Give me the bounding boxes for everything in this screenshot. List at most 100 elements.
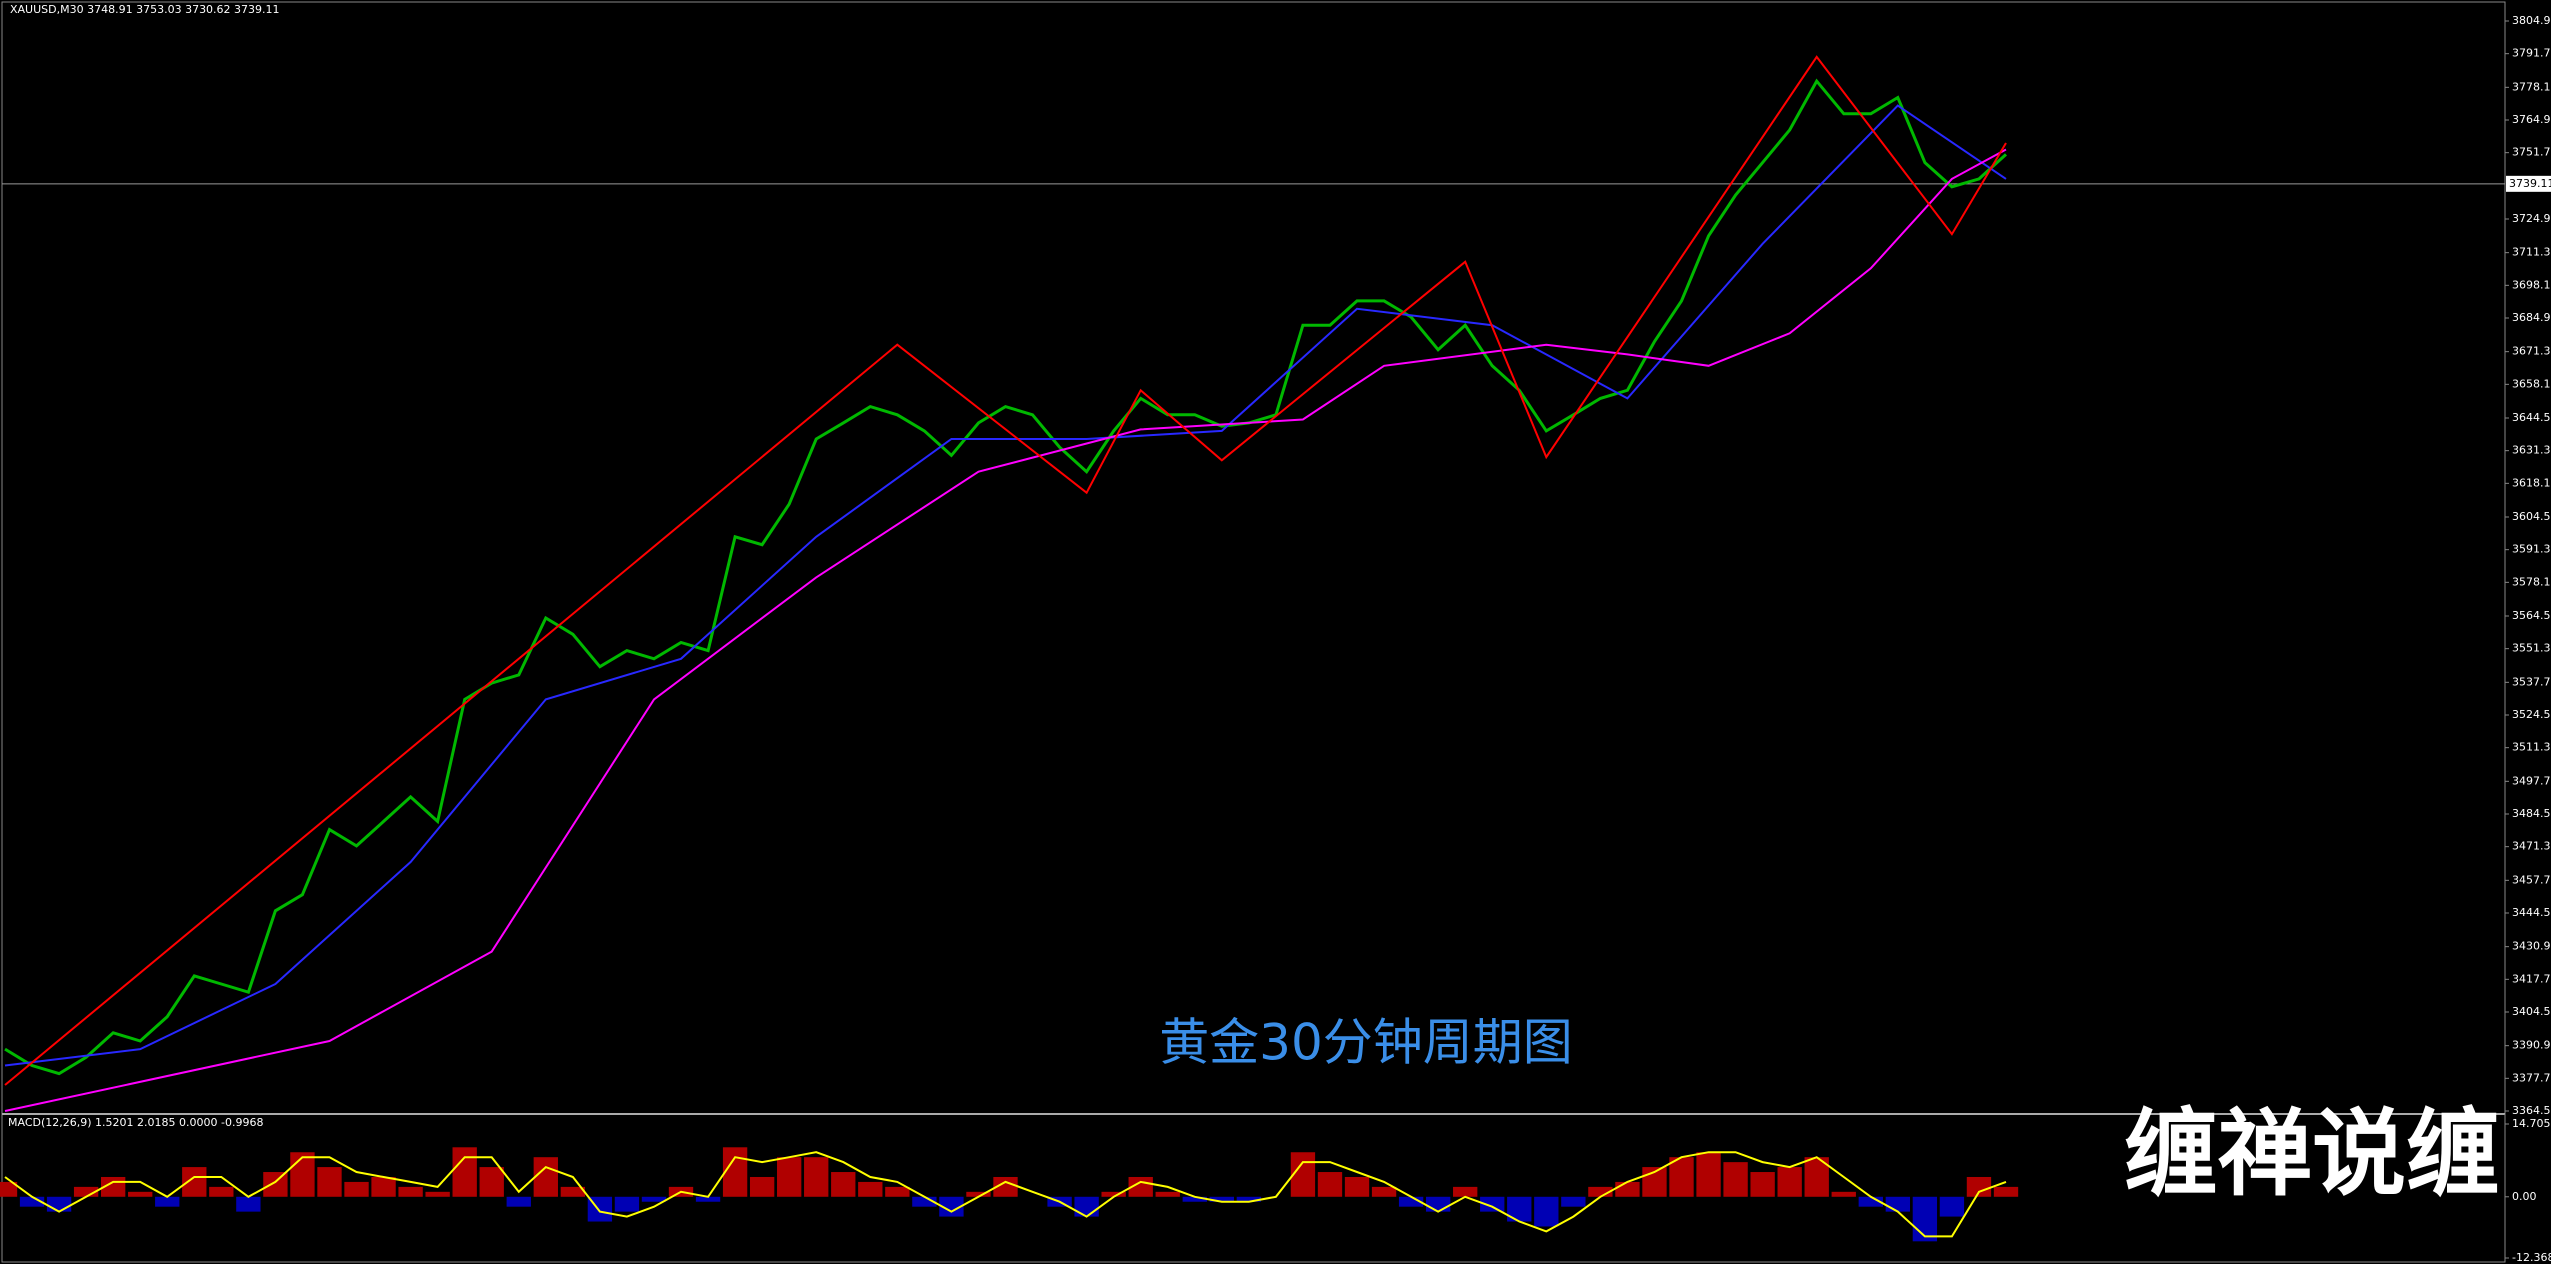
histogram-bar bbox=[1669, 1157, 1694, 1197]
histogram-bar bbox=[1777, 1167, 1802, 1197]
histogram-bar bbox=[1371, 1186, 1397, 1197]
y-tick-label: 3390.90 bbox=[2512, 1039, 2551, 1052]
histogram-bar bbox=[1425, 1196, 1451, 1212]
histogram-bar bbox=[966, 1191, 991, 1197]
y-tick-label: 3564.50 bbox=[2512, 609, 2551, 622]
y-tick-label: -12.3687 bbox=[2512, 1251, 2551, 1264]
y-tick-label: 3457.70 bbox=[2512, 873, 2551, 886]
histogram-bar bbox=[1236, 1196, 1262, 1202]
histogram-bar bbox=[1209, 1196, 1234, 1202]
histogram-bar bbox=[182, 1167, 207, 1197]
y-tick-label: 3444.50 bbox=[2512, 906, 2551, 919]
histogram-bar bbox=[1939, 1196, 1965, 1217]
histogram-bar bbox=[695, 1196, 721, 1202]
histogram-bar bbox=[1966, 1176, 1992, 1197]
histogram-bar bbox=[1317, 1172, 1343, 1197]
histogram-bar bbox=[1723, 1162, 1748, 1197]
y-tick-label: 3537.70 bbox=[2512, 675, 2551, 688]
histogram-bar bbox=[641, 1196, 667, 1202]
histogram-bar bbox=[155, 1196, 180, 1207]
histogram-bar bbox=[858, 1181, 883, 1197]
y-tick-label: 3511.30 bbox=[2512, 741, 2551, 754]
y-tick-label: 3631.30 bbox=[2512, 444, 2551, 457]
histogram-bar bbox=[1831, 1191, 1856, 1197]
chart-title: XAUUSD,M30 3748.91 3753.03 3730.62 3739.… bbox=[10, 3, 280, 16]
histogram-bar bbox=[1750, 1172, 1775, 1197]
y-tick-label: 3618.10 bbox=[2512, 476, 2551, 489]
histogram-bar bbox=[479, 1167, 504, 1197]
y-tick-label: 3724.90 bbox=[2512, 212, 2551, 225]
histogram-bar bbox=[1588, 1186, 1613, 1197]
histogram-bar bbox=[1912, 1196, 1938, 1242]
histogram-bar bbox=[614, 1196, 640, 1212]
price-line bbox=[4, 148, 2007, 1112]
y-tick-label: 3404.50 bbox=[2512, 1005, 2551, 1018]
histogram-bar bbox=[0, 1181, 18, 1197]
histogram-bar bbox=[560, 1186, 586, 1197]
histogram-bar bbox=[317, 1167, 342, 1197]
y-tick-label: 3497.70 bbox=[2512, 774, 2551, 787]
histogram-bar bbox=[1074, 1196, 1099, 1217]
histogram-bar bbox=[749, 1176, 775, 1197]
histogram-bar bbox=[46, 1196, 72, 1212]
histogram-bar bbox=[1101, 1191, 1126, 1197]
histogram-bar bbox=[1453, 1186, 1478, 1197]
y-tick-label: 3591.30 bbox=[2512, 543, 2551, 556]
histogram-bar bbox=[1398, 1196, 1424, 1207]
histogram-bar bbox=[1615, 1181, 1640, 1197]
indicator-line bbox=[4, 1151, 2007, 1238]
y-tick-label: 3791.70 bbox=[2512, 47, 2551, 60]
histogram-bar bbox=[371, 1176, 396, 1197]
y-tick-label: 3430.90 bbox=[2512, 940, 2551, 953]
histogram-bar bbox=[19, 1196, 45, 1207]
y-tick-label: 3551.30 bbox=[2512, 642, 2551, 655]
current-price-box bbox=[2506, 175, 2551, 192]
histogram-bar bbox=[777, 1157, 802, 1197]
watermark: 缠禅说缠 bbox=[2124, 1100, 2500, 1209]
histogram-bar bbox=[398, 1186, 423, 1197]
histogram-bar bbox=[1561, 1196, 1586, 1207]
y-tick-label: 3524.50 bbox=[2512, 708, 2551, 721]
y-tick-label: 3764.90 bbox=[2512, 113, 2551, 126]
current-price-label: 3739.11 bbox=[2509, 177, 2551, 190]
y-tick-label: 3698.10 bbox=[2512, 278, 2551, 291]
histogram-bar bbox=[1993, 1186, 2019, 1197]
y-tick-label: 3778.10 bbox=[2512, 80, 2551, 93]
histogram-bar bbox=[209, 1186, 234, 1197]
histogram-bar bbox=[1885, 1196, 1911, 1212]
histogram-bar bbox=[236, 1196, 261, 1212]
histogram-bar bbox=[128, 1191, 153, 1197]
histogram-bar bbox=[885, 1186, 910, 1197]
price-line bbox=[4, 78, 2008, 1076]
y-tick-label: 3417.70 bbox=[2512, 972, 2551, 985]
annotation: 黄金30分钟周期图 bbox=[1159, 1014, 1573, 1072]
histogram-bar bbox=[1344, 1176, 1370, 1197]
y-tick-label: 3671.30 bbox=[2512, 345, 2551, 358]
histogram-bar bbox=[912, 1196, 937, 1207]
histogram-bar bbox=[1128, 1176, 1153, 1197]
y-tick-label: 3751.70 bbox=[2512, 146, 2551, 159]
histogram-bar bbox=[804, 1157, 829, 1197]
histogram-bar bbox=[1480, 1196, 1505, 1212]
histogram-bar bbox=[344, 1181, 369, 1197]
histogram-bar bbox=[452, 1147, 477, 1197]
histogram-bar bbox=[1182, 1196, 1207, 1202]
histogram-bar bbox=[1696, 1152, 1721, 1197]
y-tick-label: 3578.10 bbox=[2512, 575, 2551, 588]
y-tick-label: 3377.70 bbox=[2512, 1071, 2551, 1084]
y-tick-label: 3484.50 bbox=[2512, 807, 2551, 820]
histogram-bar bbox=[722, 1147, 748, 1197]
histogram-bar bbox=[993, 1176, 1018, 1197]
y-tick-label: 3364.50 bbox=[2512, 1104, 2551, 1117]
histogram-bar bbox=[1155, 1191, 1180, 1197]
histogram-bar bbox=[290, 1152, 315, 1197]
histogram-bar bbox=[1290, 1152, 1316, 1197]
histogram-bar bbox=[1858, 1196, 1883, 1207]
histogram-bar bbox=[263, 1172, 288, 1197]
price-line bbox=[4, 55, 2007, 1086]
y-tick-label: 0.00 bbox=[2512, 1190, 2537, 1203]
histogram-bar bbox=[533, 1157, 558, 1197]
y-tick-label: 14.7055 bbox=[2512, 1117, 2551, 1130]
